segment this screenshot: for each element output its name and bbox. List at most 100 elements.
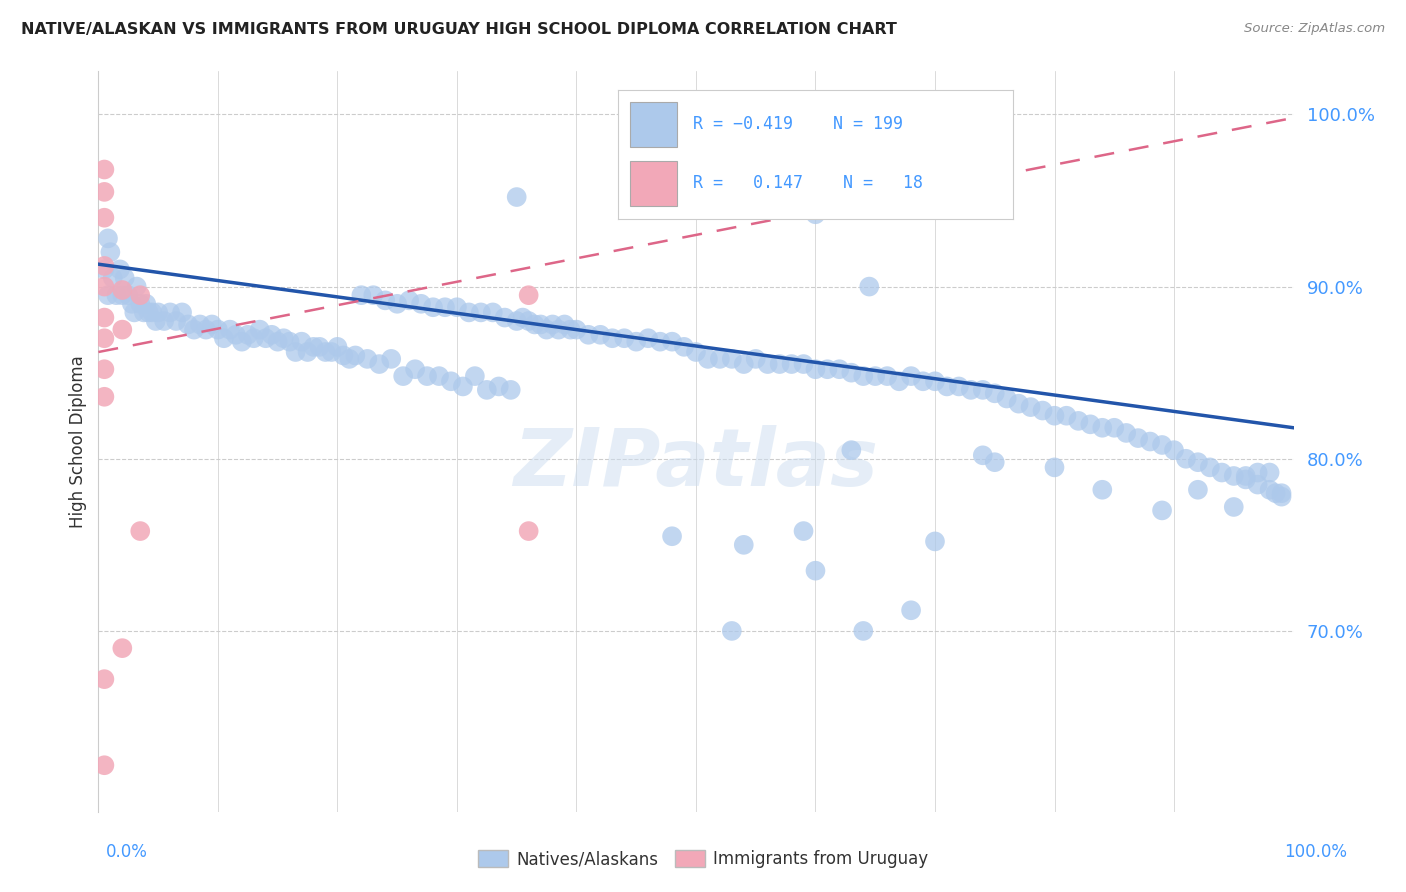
Point [499, 383, 522, 397]
Point [560, 323, 582, 337]
Point [145, 314, 167, 328]
Point [554, 318, 576, 332]
Point [464, 369, 486, 384]
Point [685, 345, 707, 359]
Point [446, 300, 468, 314]
Point [183, 323, 205, 337]
Point [1032, 403, 1054, 417]
Point [960, 383, 983, 397]
Point [1152, 438, 1174, 452]
Point [129, 524, 152, 538]
Point [291, 334, 314, 349]
Point [517, 288, 540, 302]
Point [1187, 483, 1209, 497]
Point [709, 351, 731, 366]
Point [93, 262, 115, 277]
Point [254, 331, 277, 345]
Point [129, 288, 152, 302]
Point [153, 314, 176, 328]
Point [114, 271, 136, 285]
Point [488, 379, 510, 393]
Point [697, 351, 720, 366]
Point [1247, 466, 1270, 480]
Point [1043, 460, 1066, 475]
Point [339, 351, 361, 366]
Point [141, 305, 163, 319]
Point [440, 374, 463, 388]
Point [1104, 421, 1126, 435]
Point [93, 310, 115, 325]
Point [995, 392, 1018, 406]
Point [111, 283, 134, 297]
Point [721, 624, 744, 638]
Point [984, 455, 1007, 469]
Point [93, 279, 115, 293]
Point [1091, 421, 1114, 435]
Point [589, 327, 612, 342]
Point [1019, 400, 1042, 414]
Point [93, 211, 115, 225]
Point [948, 379, 970, 393]
Point [828, 362, 851, 376]
Point [1199, 460, 1222, 475]
Point [344, 348, 367, 362]
Point [541, 318, 564, 332]
Point [578, 327, 600, 342]
Point [374, 293, 396, 308]
Point [1043, 409, 1066, 423]
Point [756, 357, 779, 371]
Point [1067, 414, 1090, 428]
Point [243, 331, 266, 345]
Point [613, 331, 636, 345]
Point [427, 369, 450, 384]
Point [889, 374, 911, 388]
Point [97, 288, 120, 302]
Point [858, 279, 880, 293]
Text: NATIVE/ALASKAN VS IMMIGRANTS FROM URUGUAY HIGH SCHOOL DIPLOMA CORRELATION CHART: NATIVE/ALASKAN VS IMMIGRANTS FROM URUGUA… [21, 22, 897, 37]
Legend: Natives/Alaskans, Immigrants from Uruguay: Natives/Alaskans, Immigrants from Urugua… [471, 843, 935, 875]
Point [602, 331, 624, 345]
Point [225, 327, 247, 342]
Point [231, 334, 253, 349]
Point [380, 351, 402, 366]
Point [1080, 417, 1102, 432]
Point [207, 323, 229, 337]
Point [536, 323, 558, 337]
Text: 100.0%: 100.0% [1284, 843, 1347, 861]
Point [111, 641, 134, 656]
Point [458, 305, 481, 319]
Point [125, 279, 148, 293]
Point [1258, 466, 1281, 480]
Point [93, 758, 115, 772]
Point [451, 379, 474, 393]
Point [97, 231, 120, 245]
Point [284, 345, 307, 359]
Point [1139, 434, 1161, 449]
Text: Source: ZipAtlas.com: Source: ZipAtlas.com [1244, 22, 1385, 36]
Point [398, 293, 420, 308]
Point [416, 369, 439, 384]
Point [93, 331, 115, 345]
Point [972, 448, 994, 462]
Point [138, 305, 160, 319]
Point [494, 310, 516, 325]
Point [517, 314, 540, 328]
Point [177, 318, 200, 332]
Point [117, 288, 139, 302]
Point [1264, 486, 1286, 500]
Y-axis label: High School Diploma: High School Diploma [69, 355, 87, 528]
Point [129, 297, 152, 311]
Point [249, 323, 271, 337]
Point [93, 390, 115, 404]
Point [768, 357, 790, 371]
Point [972, 383, 994, 397]
Point [93, 259, 115, 273]
Point [273, 331, 295, 345]
Point [512, 310, 534, 325]
Point [1152, 503, 1174, 517]
Point [111, 288, 134, 302]
Point [470, 305, 492, 319]
Point [385, 297, 409, 311]
Point [793, 357, 815, 371]
Point [267, 334, 290, 349]
